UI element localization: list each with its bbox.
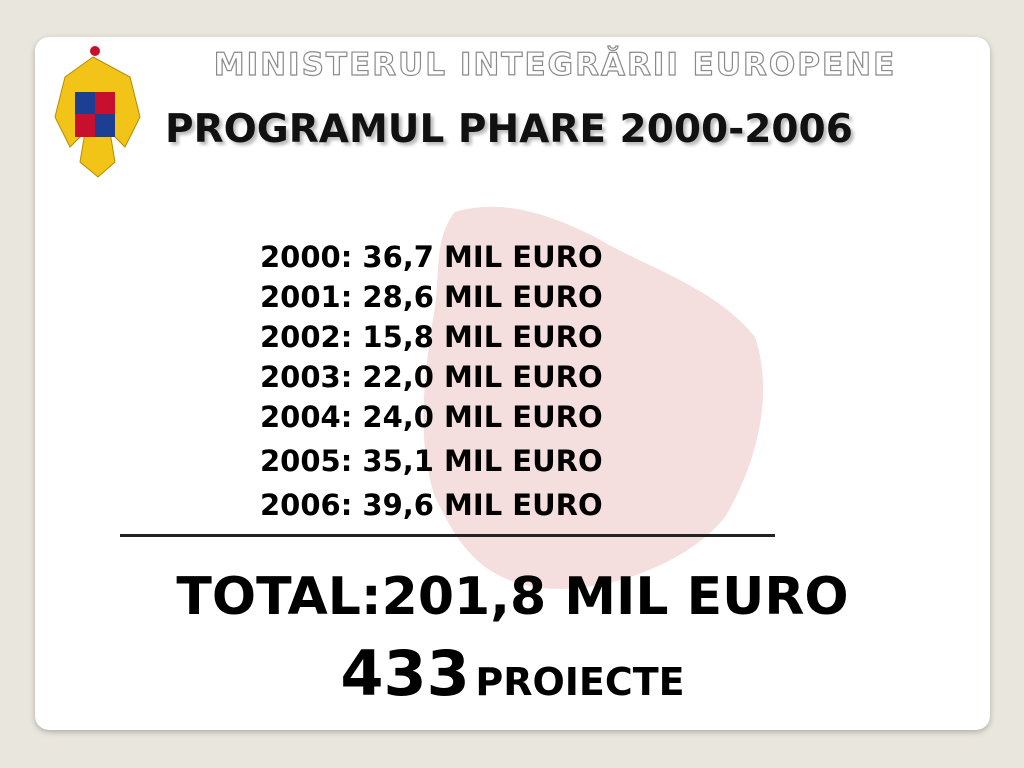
project-count: 433 bbox=[340, 637, 470, 710]
ministry-title: MINISTERUL INTEGRĂRII EUROPENE bbox=[213, 46, 897, 83]
separator bbox=[120, 534, 775, 537]
year-line: 2005: 35,1 MIL EURO bbox=[260, 444, 603, 478]
project-label: PROIECTE bbox=[475, 660, 685, 704]
year-list: 2000: 36,7 MIL EURO 2001: 28,6 MIL EURO 20… bbox=[260, 237, 603, 525]
year-line: 2006: 39,6 MIL EURO bbox=[260, 488, 603, 522]
year-line: 2001: 28,6 MIL EURO bbox=[260, 280, 603, 314]
program-title: PROGRAMUL PHARE 2000-2006 bbox=[165, 107, 853, 152]
decoration bbox=[54, 46, 764, 589]
year-line: 2003: 22,0 MIL EURO bbox=[260, 360, 603, 394]
coat-of-arms bbox=[54, 46, 141, 178]
total: TOTAL:201,8 MIL EURO bbox=[176, 567, 849, 627]
year-line: 2000: 36,7 MIL EURO bbox=[260, 240, 603, 274]
slide: MINISTERUL INTEGRĂRII EUROPENE PROGRAMUL… bbox=[35, 37, 990, 730]
year-line: 2002: 15,8 MIL EURO bbox=[260, 320, 603, 354]
map-shape bbox=[423, 206, 764, 589]
year-line: 2004: 24,0 MIL EURO bbox=[260, 400, 603, 434]
projects: 433 PROIECTE bbox=[35, 637, 990, 710]
